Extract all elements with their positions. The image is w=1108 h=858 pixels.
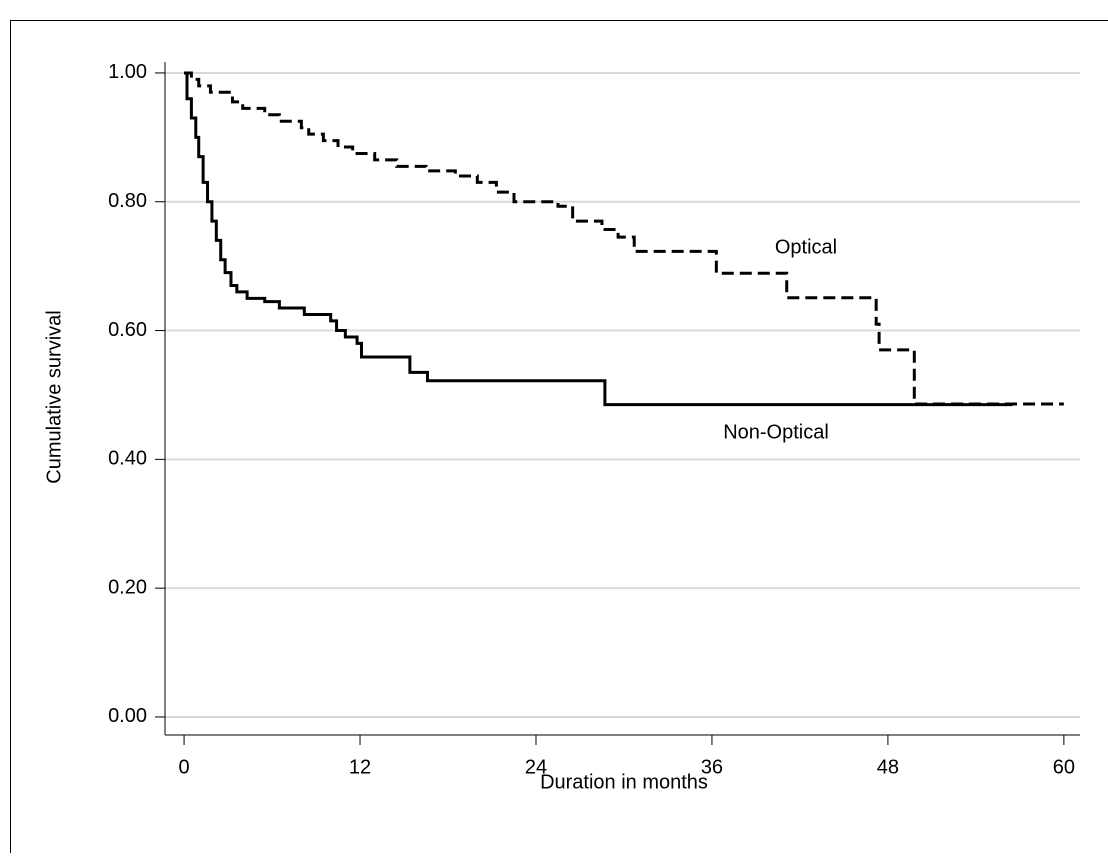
survival-curve: [184, 71, 1013, 407]
x-tick-label: 48: [877, 756, 899, 778]
x-axis-label: Duration in months: [540, 771, 708, 793]
y-tick-label: 0.40: [108, 448, 147, 470]
series-label: Non-Optical: [723, 421, 829, 443]
y-tick-label: 1.00: [108, 61, 147, 83]
y-tick-label: 0.80: [108, 190, 147, 212]
x-tick-label: 36: [701, 756, 723, 778]
y-tick-label: 0.60: [108, 319, 147, 341]
x-tick-label: 24: [525, 756, 547, 778]
y-tick-label: 0.00: [108, 705, 147, 727]
x-tick-label: 0: [179, 756, 190, 778]
series-label: Optical: [775, 236, 837, 258]
x-tick-label: 12: [349, 756, 371, 778]
x-tick-label: 60: [1053, 756, 1075, 778]
y-tick-label: 0.20: [108, 576, 147, 598]
survival-curve: [184, 71, 1064, 406]
y-axis-label: Cumulative survival: [43, 310, 65, 483]
